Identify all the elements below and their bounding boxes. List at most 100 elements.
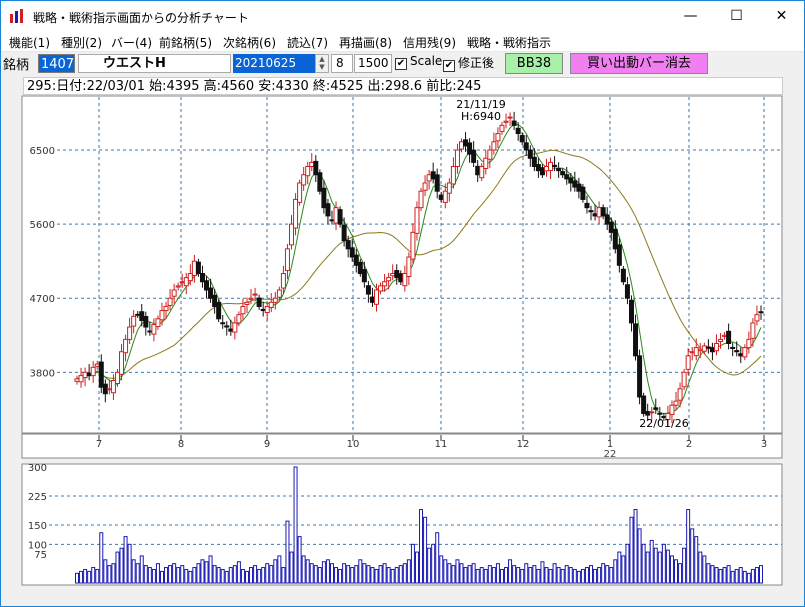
volume-bar <box>633 509 638 584</box>
volume-bar <box>325 559 330 584</box>
check-icon[interactable]: ✔ <box>443 60 455 72</box>
volume-bar <box>390 568 395 584</box>
candle-body <box>135 313 141 316</box>
volume-bar <box>172 563 177 584</box>
candle-body <box>548 161 554 171</box>
check-icon[interactable]: ✔ <box>395 58 407 70</box>
count-input[interactable]: 1500 <box>354 54 392 73</box>
month-label: 8 <box>178 439 184 450</box>
candle-body <box>228 328 234 332</box>
candle-body <box>127 326 133 340</box>
candle-body <box>357 261 363 275</box>
volume-bar <box>609 567 614 584</box>
stock-code-input[interactable]: 1407 <box>38 54 75 73</box>
menu-bar-setting[interactable]: バー(4) <box>111 36 152 50</box>
volume-bar <box>617 551 622 584</box>
candle-body <box>584 202 590 209</box>
candle-body <box>685 355 691 370</box>
maximize-button[interactable]: ☐ <box>730 8 743 24</box>
candle-body <box>697 348 703 352</box>
volume-bar <box>313 565 318 584</box>
volume-bar <box>653 547 658 584</box>
candle-body <box>495 133 501 142</box>
volume-bar <box>629 516 634 584</box>
candle-body <box>143 315 149 328</box>
candle-body <box>191 260 197 277</box>
volume-bar <box>528 567 533 584</box>
period-input[interactable]: 8 <box>331 54 353 73</box>
candle-body <box>123 338 129 354</box>
clear-buy-bars-button[interactable]: 買い出動バー消去 <box>570 53 708 74</box>
price-tick-label: 6500 <box>30 146 55 157</box>
candle-body <box>337 209 343 225</box>
candle-body <box>86 372 92 377</box>
volume-bar <box>710 565 715 584</box>
volume-bar <box>479 567 484 584</box>
volume-bar <box>451 565 456 584</box>
volume-bar <box>564 565 569 584</box>
menu-load[interactable]: 読込(7) <box>287 36 328 50</box>
candle-body <box>641 395 647 414</box>
date-spinner[interactable]: ▲ ▼ <box>315 54 329 73</box>
volume-tick-label: 150 <box>28 521 47 532</box>
volume-bar <box>394 567 399 584</box>
menu-type[interactable]: 種別(2) <box>61 36 102 50</box>
volume-bar <box>730 570 735 584</box>
volume-bar <box>584 567 589 584</box>
menu-redraw[interactable]: 再描画(8) <box>339 36 392 50</box>
volume-bar <box>645 551 650 584</box>
minimize-button[interactable]: — <box>683 8 698 24</box>
candle-body <box>604 214 610 225</box>
candle-body <box>422 182 428 191</box>
menu-next-stock[interactable]: 次銘柄(6) <box>223 36 276 50</box>
menu-strategy[interactable]: 戦略・戦術指示 <box>467 36 552 50</box>
bb-button[interactable]: BB38 <box>505 53 563 74</box>
candle-body <box>102 383 108 395</box>
volume-bar <box>419 509 424 584</box>
volume-bar <box>212 565 217 584</box>
volume-bar <box>249 567 254 584</box>
candle-body <box>268 301 274 308</box>
candle-body <box>163 305 169 312</box>
volume-bar <box>495 563 500 584</box>
candle-body <box>450 166 456 185</box>
spin-up-icon[interactable]: ▲ <box>319 55 325 63</box>
spin-down-icon[interactable]: ▼ <box>319 63 325 71</box>
title-bar[interactable]: 戦略・戦術指示画面からの分析チャート — ☐ ✕ <box>1 1 804 32</box>
volume-bar <box>524 563 529 584</box>
candle-body <box>543 166 549 172</box>
volume-bar <box>532 565 537 584</box>
candle-body <box>669 404 675 415</box>
menu-margin-balance[interactable]: 信用残(9) <box>403 36 456 50</box>
menu-function[interactable]: 機能(1) <box>9 36 50 50</box>
volume-bar <box>427 547 432 584</box>
candle-body <box>98 361 104 388</box>
volume-bar <box>111 563 116 584</box>
candle-body <box>527 149 533 159</box>
volume-bar <box>423 516 428 584</box>
candle-body <box>701 345 707 352</box>
volume-bar <box>682 547 687 584</box>
date-input[interactable]: 20210625 <box>233 54 315 73</box>
candle-body <box>677 388 683 401</box>
volume-bar <box>702 555 707 584</box>
adjusted-checkbox[interactable]: ✔ 修正後 <box>443 54 494 72</box>
candle-body <box>600 207 606 217</box>
candle-body <box>535 164 541 172</box>
volume-bar <box>657 551 662 584</box>
candle-body <box>758 311 764 314</box>
low-date-annotation: 22/01/26 <box>639 417 688 430</box>
volume-bar <box>265 563 270 584</box>
scale-checkbox[interactable]: ✔ Scale <box>395 54 442 70</box>
candle-body <box>244 301 250 305</box>
candle-body <box>398 273 404 283</box>
candle-body <box>179 281 185 284</box>
menu-prev-stock[interactable]: 前銘柄(5) <box>159 36 212 50</box>
candle-body <box>463 139 469 147</box>
candle-body <box>252 293 258 296</box>
volume-bar <box>512 565 517 584</box>
close-button[interactable]: ✕ <box>775 8 788 24</box>
candle-body <box>689 351 695 354</box>
